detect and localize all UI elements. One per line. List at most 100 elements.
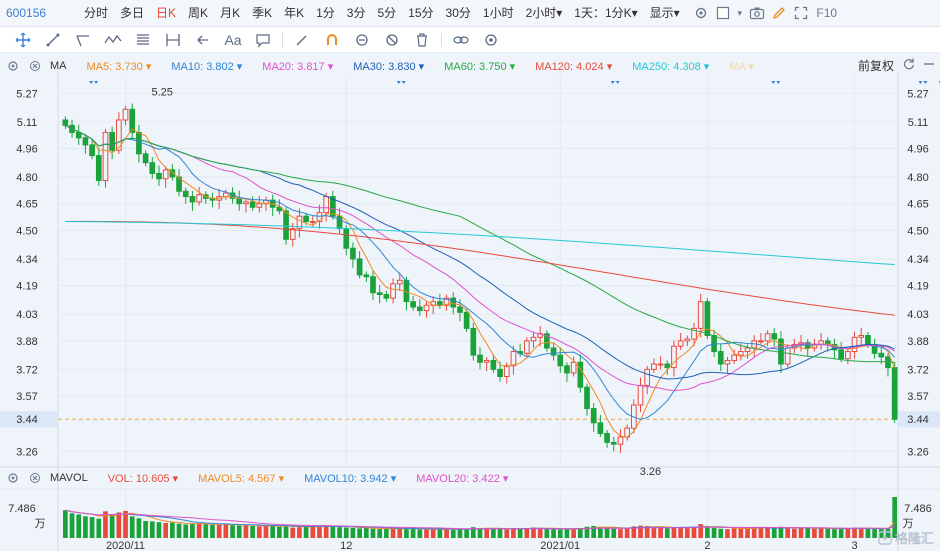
volume-bar [832,529,837,538]
volume-bar [531,527,536,538]
period-tab[interactable]: 15分 [408,5,434,20]
period-tab[interactable]: 30分 [445,5,471,20]
volume-bar [136,518,142,538]
crosshair-icon[interactable] [8,28,38,52]
kline-chart[interactable]: 5.27 5.27 5.11 5.11 4.96 4.96 4.80 4.80 4.65 4.65… [0,53,940,551]
back-arrow-icon[interactable] [188,28,218,52]
period-tab[interactable]: 1分 [316,5,335,20]
link-icon[interactable] [446,28,476,52]
volume-bar [731,528,737,538]
volume-bar [437,529,443,538]
volume-bar [551,529,556,538]
range-tool-icon[interactable] [158,28,188,52]
camera-icon[interactable] [746,0,768,27]
chart-area[interactable] [0,53,940,551]
magnet-icon[interactable] [317,28,347,52]
period-tab[interactable]: 显示▾ [649,5,680,20]
volume-bar [196,523,202,538]
period-tab[interactable]: 1小时 [482,5,514,20]
volume-bar [678,527,683,538]
volume-bar [290,527,296,538]
volume-axis-unit-right: 万 [903,518,914,530]
period-tab[interactable]: 分时 [84,5,109,20]
vol-settings-icon[interactable] [4,472,22,484]
candle-body [370,276,376,294]
volume-bar [457,529,463,538]
candle-body [356,258,363,276]
period-tab[interactable]: 月K [220,5,241,20]
fullscreen-icon[interactable] [790,0,812,27]
watermark-logo-icon [878,530,892,545]
candle-body [470,327,477,356]
text-tool-icon[interactable]: Aa [224,31,242,48]
settings-icon[interactable] [690,0,712,27]
volume-bar [363,527,369,538]
ma-settings-icon[interactable] [4,60,22,72]
candle-body [497,368,503,377]
period-tab[interactable]: 季K [252,5,273,20]
fuquan-button[interactable]: 前复权 [855,57,896,74]
period-tab[interactable]: 3分 [346,5,366,20]
volume-bar [236,525,242,538]
comment-tool-icon[interactable] [248,28,278,52]
price-tick-left: 5.27 [16,88,37,100]
date-tick: 2020/11 [106,540,145,551]
candle-body [196,194,202,203]
volume-bar [203,524,209,538]
volume-bar [424,529,429,538]
period-tab[interactable]: 1天：1分K▾ [574,5,638,20]
period-tab[interactable]: 年K [284,5,305,20]
candle-body [283,210,289,240]
fibonacci-tool-icon[interactable] [128,28,158,52]
period-tab[interactable]: 2小时▾ [525,5,563,20]
period-tab[interactable]: 多日 [120,5,145,20]
volume-bar [812,528,817,538]
collapse-icon[interactable] [922,57,936,74]
toolbar-divider [441,32,442,47]
ma-legend-item: MA30: 3.830 ▾ [353,60,425,73]
f10-button[interactable]: F10 [816,6,838,20]
channel-tool-icon[interactable] [68,28,98,52]
candle-body [865,335,871,345]
volume-bar [504,529,510,538]
volume-bar [725,529,730,538]
volume-bar [384,528,389,538]
reset-icon[interactable] [902,57,916,74]
candle-body [691,327,697,340]
period-tab[interactable]: 日K [156,5,177,20]
sync-icon[interactable] [347,28,377,52]
vol-close-icon[interactable] [26,472,44,484]
vol-legend-item: MAVOL10: 3.942 ▾ [304,472,397,485]
date-tick: 2021/01 [540,540,580,551]
volume-bar [156,522,162,538]
line-tool-icon[interactable] [38,28,68,52]
toolbar-settings-icon[interactable] [476,28,506,52]
candle-body [450,297,457,308]
current-price-box-left [0,411,58,428]
volume-bar [544,528,550,538]
period-tab[interactable]: 周K [188,5,209,20]
volume-bar [791,528,797,538]
dropdown-arrow-icon[interactable]: ▾ [737,7,742,18]
ma-close-icon[interactable] [26,60,44,72]
pencil-icon[interactable] [287,28,317,52]
volume-bar [858,527,864,538]
candle-body [416,306,423,312]
pen-icon[interactable] [768,0,790,27]
candle-body [677,340,684,347]
wave-tool-icon[interactable] [98,28,128,52]
checkbox-icon[interactable] [712,0,734,27]
candle-body [724,359,731,365]
volume-bar [751,527,757,538]
stock-code[interactable]: 600156 [6,6,47,20]
hide-icon[interactable] [377,28,407,52]
period-tab[interactable]: 5分 [377,5,397,20]
candle-body [851,336,858,353]
candle-body [162,169,169,180]
date-tick: 2 [704,540,710,551]
candle-body [878,352,885,358]
price-tick-left: 4.96 [16,143,37,155]
trash-icon[interactable] [407,28,437,52]
candle-body [189,196,196,203]
volume-bar [591,526,597,538]
